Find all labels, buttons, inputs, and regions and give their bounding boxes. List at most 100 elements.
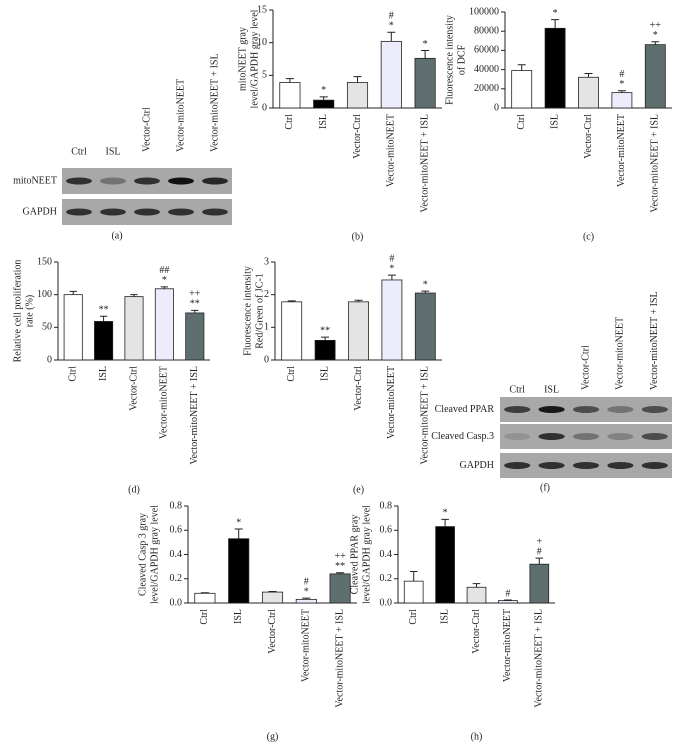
- lane-label: Vector-mitoNEET: [615, 317, 626, 390]
- y-axis-label: level/GAPDH gray level: [361, 505, 372, 604]
- x-tick-label: Vector-mitoNEET + ISL: [189, 366, 200, 465]
- error-bar: [517, 64, 526, 71]
- blot-band: [607, 462, 634, 469]
- y-tick-label: 100: [37, 289, 52, 300]
- blot-band: [504, 462, 531, 469]
- error-bar: [584, 72, 593, 78]
- y-tick-label: 50: [42, 322, 52, 333]
- blot-band: [134, 208, 160, 216]
- significance-mark: *: [423, 279, 428, 290]
- y-tick-label: 0: [494, 102, 499, 113]
- blot-band: [168, 208, 194, 216]
- bar: [228, 538, 250, 604]
- panel-label: (e): [353, 484, 364, 495]
- y-tick-label: 100000: [469, 6, 499, 17]
- x-tick-label: Vector-Ctrl: [583, 114, 594, 159]
- error-bar: [69, 290, 77, 295]
- blot-band: [66, 177, 92, 185]
- y-tick-label: 60000: [474, 45, 499, 56]
- error-bar: [387, 31, 396, 42]
- bar: [348, 301, 369, 361]
- bar: [313, 99, 335, 109]
- y-tick-label: 20000: [474, 83, 499, 94]
- significance-mark: *: [423, 39, 428, 50]
- error-bar: [421, 50, 430, 59]
- significance-mark: #: [389, 253, 394, 264]
- significance-mark: *: [321, 85, 326, 96]
- x-tick-label: Vector-mitoNEET: [502, 609, 513, 682]
- significance-mark: ##: [159, 265, 169, 276]
- bar: [578, 76, 599, 109]
- panel-label: (h): [471, 731, 483, 742]
- blot-band: [202, 177, 228, 185]
- significance-mark: **: [190, 299, 200, 310]
- x-tick-label: Ctrl: [286, 366, 297, 382]
- lane-label: Vector-mitoNEET + ISL: [649, 291, 660, 390]
- y-axis-label: Fluorescence intensity: [444, 15, 455, 105]
- panel-label: (f): [540, 482, 550, 493]
- x-tick-label: Vector-mitoNEET + ISL: [419, 114, 430, 213]
- x-tick-label: Vector-Ctrl: [471, 609, 482, 654]
- blot-band: [66, 208, 92, 216]
- y-tick-label: 0.8: [380, 500, 393, 511]
- y-tick-label: 15: [257, 4, 267, 15]
- y-axis-label: mitoNEET gray: [237, 27, 248, 91]
- x-tick-label: ISL: [98, 366, 109, 381]
- row-label: Cleaved Casp.3: [431, 431, 494, 442]
- error-bar: [302, 597, 311, 600]
- significance-mark: **: [99, 305, 109, 316]
- blot-band: [641, 433, 668, 440]
- significance-mark: #: [619, 69, 624, 80]
- significance-mark: *: [389, 21, 394, 32]
- x-tick-label: Vector-mitoNEET + ISL: [534, 609, 545, 708]
- error-bar: [387, 274, 396, 280]
- error-bar: [336, 572, 345, 574]
- significance-mark: **: [320, 325, 330, 336]
- y-tick-label: 0.4: [170, 549, 183, 560]
- bar: [435, 526, 455, 604]
- significance-mark: ++: [189, 289, 201, 300]
- error-bar: [200, 592, 209, 594]
- x-tick-label: ISL: [318, 114, 329, 129]
- error-bar: [617, 90, 626, 93]
- y-tick-label: 0.2: [380, 573, 393, 584]
- significance-mark: **: [335, 561, 345, 572]
- blot-band: [641, 406, 668, 413]
- x-tick-label: ISL: [319, 366, 330, 381]
- bar: [644, 44, 666, 109]
- lane-label: ISL: [106, 146, 121, 157]
- blot-band: [504, 406, 531, 413]
- bar: [529, 563, 550, 604]
- error-bar: [651, 41, 660, 45]
- lane-label: ISL: [544, 384, 559, 395]
- lane-label: Vector-Ctrl: [141, 107, 152, 152]
- x-tick-label: Vector-mitoNEET: [301, 609, 312, 682]
- significance-mark: *: [553, 8, 558, 19]
- bar: [154, 288, 174, 361]
- bar: [611, 92, 633, 109]
- bar: [511, 70, 533, 109]
- y-tick-label: 1: [264, 322, 269, 333]
- x-tick-label: Vector-Ctrl: [353, 366, 364, 411]
- error-bar: [234, 528, 243, 539]
- error-bar: [191, 309, 199, 313]
- x-tick-label: Ctrl: [284, 114, 295, 130]
- row-label: mitoNEET: [13, 175, 57, 186]
- blot-band: [572, 406, 600, 413]
- significance-mark: #: [304, 576, 309, 587]
- significance-mark: *: [443, 508, 448, 519]
- blot-band: [168, 177, 194, 185]
- x-tick-label: Vector-mitoNEET: [386, 114, 397, 187]
- bar: [185, 312, 205, 361]
- y-tick-label: 0.2: [170, 573, 183, 584]
- y-axis-label: Fluorescence intensity: [242, 266, 253, 356]
- row-label: Cleaved PPAR: [435, 404, 495, 415]
- x-tick-label: ISL: [549, 114, 560, 129]
- bar: [261, 591, 284, 604]
- y-axis-label: level/GAPDH gray level: [249, 9, 260, 108]
- bar: [414, 292, 436, 361]
- x-tick-label: Ctrl: [516, 114, 527, 130]
- significance-mark: *: [162, 275, 167, 286]
- significance-mark: *: [389, 263, 394, 274]
